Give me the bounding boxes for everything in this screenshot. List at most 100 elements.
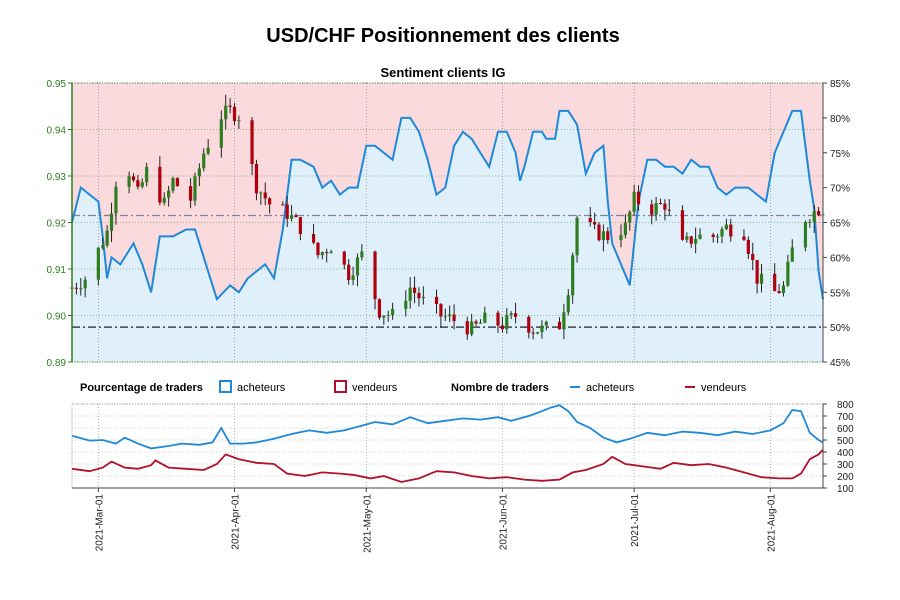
candle-body <box>281 204 285 206</box>
chart-title: USD/CHF Positionnement des clients <box>266 25 619 47</box>
right-tick-label: 80% <box>830 114 850 125</box>
candle-body <box>654 203 658 215</box>
candle-body <box>650 204 654 215</box>
candle-body <box>289 215 294 219</box>
candle-body <box>540 325 544 333</box>
candle-body <box>632 191 636 212</box>
left-tick-label: 0.93 <box>47 172 67 183</box>
candle-body <box>439 304 443 317</box>
candle-body <box>759 273 764 284</box>
candle-body <box>777 291 781 294</box>
count-tick-label: 500 <box>837 436 854 447</box>
candle-body <box>606 231 610 241</box>
candle-body <box>382 315 386 318</box>
candle-body <box>254 164 259 194</box>
right-tick-label: 55% <box>830 288 850 299</box>
left-tick-label: 0.95 <box>47 79 67 90</box>
candle-body <box>544 321 548 326</box>
candle-body <box>575 217 579 256</box>
candle-body <box>263 192 267 199</box>
candle-body <box>167 190 171 198</box>
candle-body <box>237 120 241 122</box>
legend-pct-sellers: vendeurs <box>352 382 398 394</box>
candle-body <box>500 325 504 330</box>
candle-body <box>817 211 821 216</box>
legend-pct-buyers: acheteurs <box>237 382 286 394</box>
candle-body <box>527 316 531 333</box>
candle-body <box>566 295 570 313</box>
x-tick-label: 2021-Apr-01 <box>230 494 241 550</box>
candle-body <box>417 292 421 299</box>
candle-body <box>535 332 540 334</box>
candle-body <box>746 239 750 255</box>
x-tick-label: 2021-Aug-01 <box>766 494 777 552</box>
candle-body <box>803 221 808 248</box>
candle-body <box>729 224 733 237</box>
legend-count-label: Nombre de traders <box>451 382 549 394</box>
left-tick-label: 0.94 <box>47 126 67 137</box>
legend-count-sellers: vendeurs <box>701 382 747 394</box>
candle-body <box>404 300 408 309</box>
candle-body <box>206 147 210 154</box>
candle-body <box>531 332 535 334</box>
candle-body <box>434 296 439 305</box>
candle-body <box>202 153 206 169</box>
right-tick-label: 75% <box>830 149 850 160</box>
candle-body <box>294 215 298 218</box>
candle-body <box>751 254 755 261</box>
candle-body <box>496 312 500 326</box>
candle-body <box>685 236 689 240</box>
candle-body <box>127 176 131 187</box>
candle-body <box>483 312 487 323</box>
candle-body <box>412 287 417 293</box>
count-panel-border <box>71 403 824 489</box>
x-tick-label: 2021-Mar-01 <box>94 494 105 552</box>
left-tick-label: 0.92 <box>47 219 67 230</box>
candle-body <box>131 176 136 181</box>
candle-body <box>597 224 601 241</box>
candle-body <box>175 178 180 187</box>
candle-body <box>557 321 562 330</box>
candle-body <box>224 105 228 120</box>
candle-body <box>680 210 685 240</box>
right-tick-label: 50% <box>830 323 850 334</box>
candle-body <box>101 245 105 248</box>
candle-body <box>373 251 377 300</box>
candle-body <box>355 257 360 276</box>
count-tick-label: 400 <box>837 448 854 459</box>
candle-body <box>351 275 355 281</box>
x-tick-label: 2021-Jun-01 <box>498 494 509 551</box>
date-axis: 2021-Mar-01 2021-Apr-01 2021-May-01 2021-Ju… <box>72 487 823 553</box>
candle-body <box>145 166 149 183</box>
candle-body <box>711 234 715 238</box>
legend-count-buyers: acheteurs <box>586 382 635 394</box>
candle-body <box>698 234 702 239</box>
legend-pct-buyers-swatch <box>219 380 232 393</box>
candle-body <box>109 213 114 231</box>
candle-body <box>158 166 162 203</box>
right-tick-label: 60% <box>830 253 850 264</box>
candle-body <box>619 235 623 241</box>
candle-body <box>636 191 641 205</box>
candle-body <box>228 105 232 107</box>
candle-body <box>628 211 632 223</box>
candle-body <box>720 229 724 237</box>
candle-body <box>197 168 201 177</box>
right-tick-label: 85% <box>830 79 850 90</box>
candle-body <box>478 322 483 324</box>
buyers-count-line <box>71 404 824 450</box>
candle-body <box>386 314 390 316</box>
candle-body <box>773 273 777 292</box>
candle-body <box>742 236 746 240</box>
candle-body <box>74 287 78 289</box>
candle-body <box>786 261 790 286</box>
candle-body <box>320 252 324 256</box>
candle-body <box>193 176 197 201</box>
candle-body <box>105 230 109 246</box>
x-tick-label: 2021-May-01 <box>362 494 373 553</box>
candle-body <box>452 314 456 322</box>
price-sentiment-panel: 0.89 0.90 0.91 0.92 0.93 0.94 0.95 45% 50% 55% 60%… <box>47 79 851 369</box>
right-tick-label: 70% <box>830 184 850 195</box>
candle-body <box>83 279 87 289</box>
